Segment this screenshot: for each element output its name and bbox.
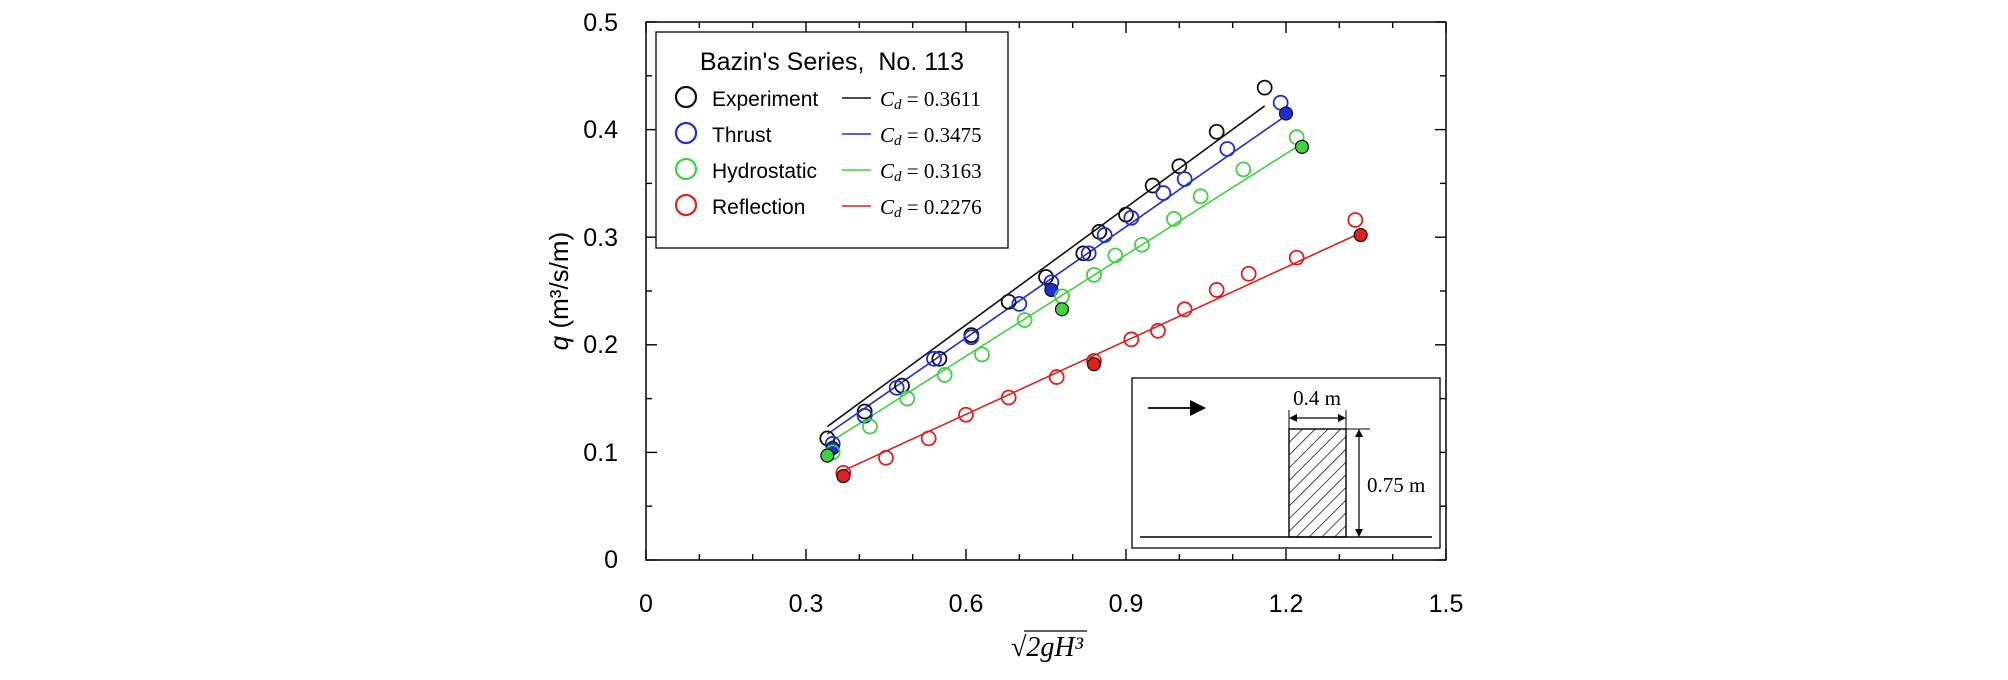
reflection-point <box>1176 301 1193 318</box>
height-label: 0.75 m <box>1367 473 1425 497</box>
thrust-point <box>1011 296 1028 312</box>
thrust-point <box>1123 209 1140 226</box>
reflection-point <box>1288 249 1305 266</box>
legend-box <box>655 31 1009 249</box>
legend-marker-experiment <box>674 85 698 109</box>
reflection-point <box>1123 331 1140 348</box>
x-tick-label: 1.5 <box>1429 590 1464 618</box>
thrust-point <box>1155 185 1172 201</box>
height-arrowhead-bottom <box>1355 529 1363 537</box>
hydrostatic-point <box>1134 236 1150 253</box>
reflection-point <box>1347 212 1364 228</box>
y-tick-label: 0.2 <box>583 331 618 359</box>
legend-marker-hydrostatic <box>674 157 698 181</box>
reflection-filled-point <box>1353 227 1368 243</box>
y-axis-label: q (m³/s/m) <box>544 232 574 350</box>
y-tick-label: 0.4 <box>583 116 618 144</box>
reflection-filled-point <box>836 468 851 484</box>
thrust-point <box>926 350 942 367</box>
hydrostatic-point <box>1054 288 1070 305</box>
legend-cd-hydrostatic: Cd = 0.3163 <box>880 159 982 185</box>
hydrostatic-point <box>1192 188 1209 205</box>
width-arrowhead-left <box>1289 414 1297 422</box>
thrust-fit-line <box>826 114 1287 435</box>
width-arrowhead-right <box>1338 414 1346 422</box>
thrust-point <box>1176 171 1193 187</box>
legend-cd-thrust: Cd = 0.3475 <box>880 123 982 149</box>
flow-arrow-icon <box>1190 400 1206 416</box>
hydrostatic-point <box>1166 211 1182 227</box>
experiment-point <box>1144 177 1161 194</box>
hydrostatic-point <box>1235 161 1252 178</box>
legend: Bazin's Series, No. 113 Experiment Cd = 0… <box>655 31 1009 249</box>
reflection-point <box>1240 265 1257 282</box>
experiment-point <box>1256 79 1273 96</box>
x-tick-label: 0.6 <box>949 590 984 618</box>
thrust-point <box>963 329 980 346</box>
hydrostatic-fit-line <box>826 142 1303 445</box>
experiment-point <box>1000 293 1017 310</box>
inset-frame <box>1131 377 1441 549</box>
legend-label-reflection: Reflection <box>712 196 805 219</box>
experiment-point <box>1038 269 1054 285</box>
hydrostatic-point <box>899 390 916 407</box>
experiment-fit-line <box>826 105 1266 428</box>
x-tick-label: 0 <box>639 590 653 618</box>
x-tick-label: 1.2 <box>1269 590 1304 618</box>
reflection-filled-point <box>1086 357 1102 372</box>
hydrostatic-filled-point <box>820 448 835 463</box>
thrust-filled-point <box>1278 106 1294 121</box>
legend-marker-thrust <box>674 121 698 145</box>
legend-label-thrust: Thrust <box>712 124 772 147</box>
weir-inset: 0.4 m 0.75 m <box>1131 377 1441 549</box>
thrust-point <box>888 379 905 396</box>
legend-marker-reflection <box>674 193 698 217</box>
thrust-point <box>1219 141 1236 157</box>
hydrostatic-point <box>862 418 878 435</box>
y-tick-label: 0.1 <box>583 439 618 467</box>
experiment-point <box>931 350 948 367</box>
hydrostatic-point <box>1016 312 1033 328</box>
reflection-point <box>1000 389 1017 406</box>
legend-label-experiment: Experiment <box>712 88 818 111</box>
thrust-point <box>1080 245 1097 262</box>
experiment-point <box>856 403 873 420</box>
hydrostatic-point <box>936 367 953 383</box>
reflection-point <box>1208 282 1225 298</box>
experiment-point <box>1171 158 1188 175</box>
hydrostatic-point <box>1107 247 1124 264</box>
y-tick-label: 0.3 <box>583 224 618 252</box>
height-arrowhead-top <box>1355 429 1363 437</box>
hydrostatic-filled-point <box>1054 302 1070 317</box>
hydrostatic-point <box>1086 266 1102 283</box>
x-tick-label: 0.3 <box>789 590 824 618</box>
weir-block <box>1288 428 1347 538</box>
reflection-point <box>1150 322 1166 339</box>
legend-title: Bazin's Series, No. 113 <box>700 48 964 76</box>
legend-cd-experiment: Cd = 0.3611 <box>880 87 981 113</box>
hydrostatic-point <box>974 346 990 363</box>
reflection-point <box>878 449 894 466</box>
experiment-point <box>1208 123 1225 140</box>
experiment-point <box>1075 245 1092 262</box>
width-label: 0.4 m <box>1293 386 1341 410</box>
hydrostatic-filled-point <box>1294 139 1310 154</box>
y-tick-label: 0.5 <box>583 9 618 37</box>
data-markers <box>819 79 1368 484</box>
thrust-point <box>1096 227 1113 243</box>
y-tick-label: 0 <box>604 546 618 574</box>
legend-label-hydrostatic: Hydrostatic <box>712 160 817 183</box>
x-tick-label: 0.9 <box>1109 590 1144 618</box>
reflection-point <box>1048 369 1065 385</box>
reflection-point <box>920 430 937 447</box>
reflection-point <box>958 406 974 423</box>
x-axis-label: √2gH³ <box>1011 632 1084 663</box>
legend-cd-reflection: Cd = 0.2276 <box>880 195 982 221</box>
